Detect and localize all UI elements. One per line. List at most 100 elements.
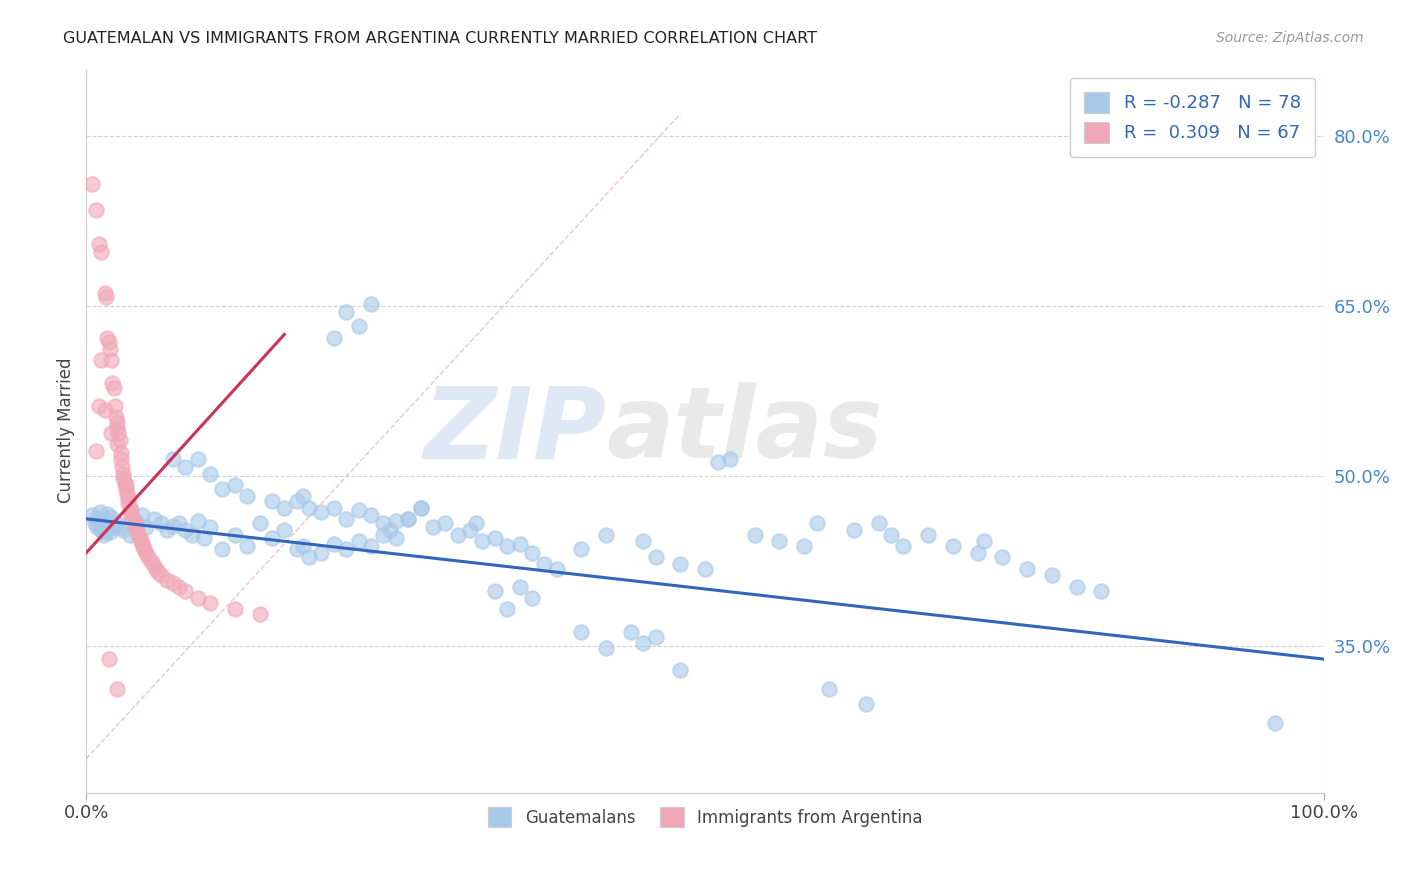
Point — [236, 539, 259, 553]
Point — [818, 681, 841, 696]
Point — [198, 596, 221, 610]
Point — [768, 534, 790, 549]
Point — [384, 531, 406, 545]
Point — [114, 475, 136, 490]
Point — [546, 561, 568, 575]
Point — [112, 523, 135, 537]
Point — [82, 508, 104, 523]
Point — [90, 244, 112, 259]
Point — [105, 437, 128, 451]
Point — [110, 446, 132, 460]
Point — [132, 539, 155, 553]
Point — [298, 550, 321, 565]
Point — [706, 455, 728, 469]
Point — [118, 527, 141, 541]
Y-axis label: Currently Married: Currently Married — [58, 358, 75, 503]
Point — [125, 523, 148, 537]
Point — [373, 516, 395, 531]
Point — [434, 516, 457, 531]
Point — [139, 554, 162, 568]
Point — [917, 527, 939, 541]
Point — [335, 512, 357, 526]
Point — [162, 576, 184, 591]
Point — [101, 376, 124, 390]
Point — [633, 534, 655, 549]
Point — [143, 512, 166, 526]
Point — [98, 342, 121, 356]
Point — [409, 500, 432, 515]
Point — [89, 505, 111, 519]
Point — [224, 527, 246, 541]
Point — [347, 534, 370, 549]
Point — [224, 478, 246, 492]
Point — [236, 489, 259, 503]
Point — [94, 403, 117, 417]
Point — [991, 550, 1014, 565]
Point — [87, 399, 110, 413]
Point — [669, 557, 692, 571]
Point — [347, 319, 370, 334]
Point — [249, 607, 271, 621]
Point — [94, 285, 117, 300]
Point — [174, 459, 197, 474]
Point — [378, 523, 401, 537]
Point — [273, 523, 295, 537]
Point — [97, 335, 120, 350]
Point — [533, 557, 555, 571]
Point — [149, 516, 172, 531]
Point — [620, 625, 643, 640]
Point — [105, 516, 128, 531]
Point — [384, 514, 406, 528]
Point — [97, 652, 120, 666]
Point — [880, 527, 903, 541]
Point — [156, 523, 179, 537]
Text: Source: ZipAtlas.com: Source: ZipAtlas.com — [1216, 31, 1364, 45]
Point — [145, 561, 167, 575]
Text: atlas: atlas — [606, 382, 883, 479]
Point — [1015, 561, 1038, 575]
Point — [360, 508, 382, 523]
Point — [120, 503, 142, 517]
Point — [973, 534, 995, 549]
Point — [298, 500, 321, 515]
Point — [167, 580, 190, 594]
Point — [409, 500, 432, 515]
Point — [100, 425, 122, 440]
Point — [718, 451, 741, 466]
Point — [198, 467, 221, 481]
Point — [446, 527, 468, 541]
Point — [187, 591, 209, 605]
Point — [842, 523, 865, 537]
Point — [174, 523, 197, 537]
Point — [121, 512, 143, 526]
Point — [471, 534, 494, 549]
Point — [136, 550, 159, 565]
Point — [855, 698, 877, 712]
Point — [84, 202, 107, 217]
Point — [465, 516, 488, 531]
Point — [322, 537, 344, 551]
Point — [87, 514, 110, 528]
Point — [117, 496, 139, 510]
Point — [108, 433, 131, 447]
Point — [94, 290, 117, 304]
Point — [90, 353, 112, 368]
Point — [96, 331, 118, 345]
Point — [84, 512, 107, 526]
Point — [966, 546, 988, 560]
Point — [311, 546, 333, 560]
Point — [142, 557, 165, 571]
Point — [806, 516, 828, 531]
Point — [131, 537, 153, 551]
Point — [224, 602, 246, 616]
Point — [112, 467, 135, 481]
Point — [1040, 568, 1063, 582]
Point — [211, 542, 233, 557]
Point — [509, 580, 531, 594]
Point — [115, 487, 138, 501]
Point — [100, 509, 122, 524]
Point — [112, 471, 135, 485]
Point — [100, 353, 122, 368]
Point — [110, 451, 132, 466]
Point — [82, 177, 104, 191]
